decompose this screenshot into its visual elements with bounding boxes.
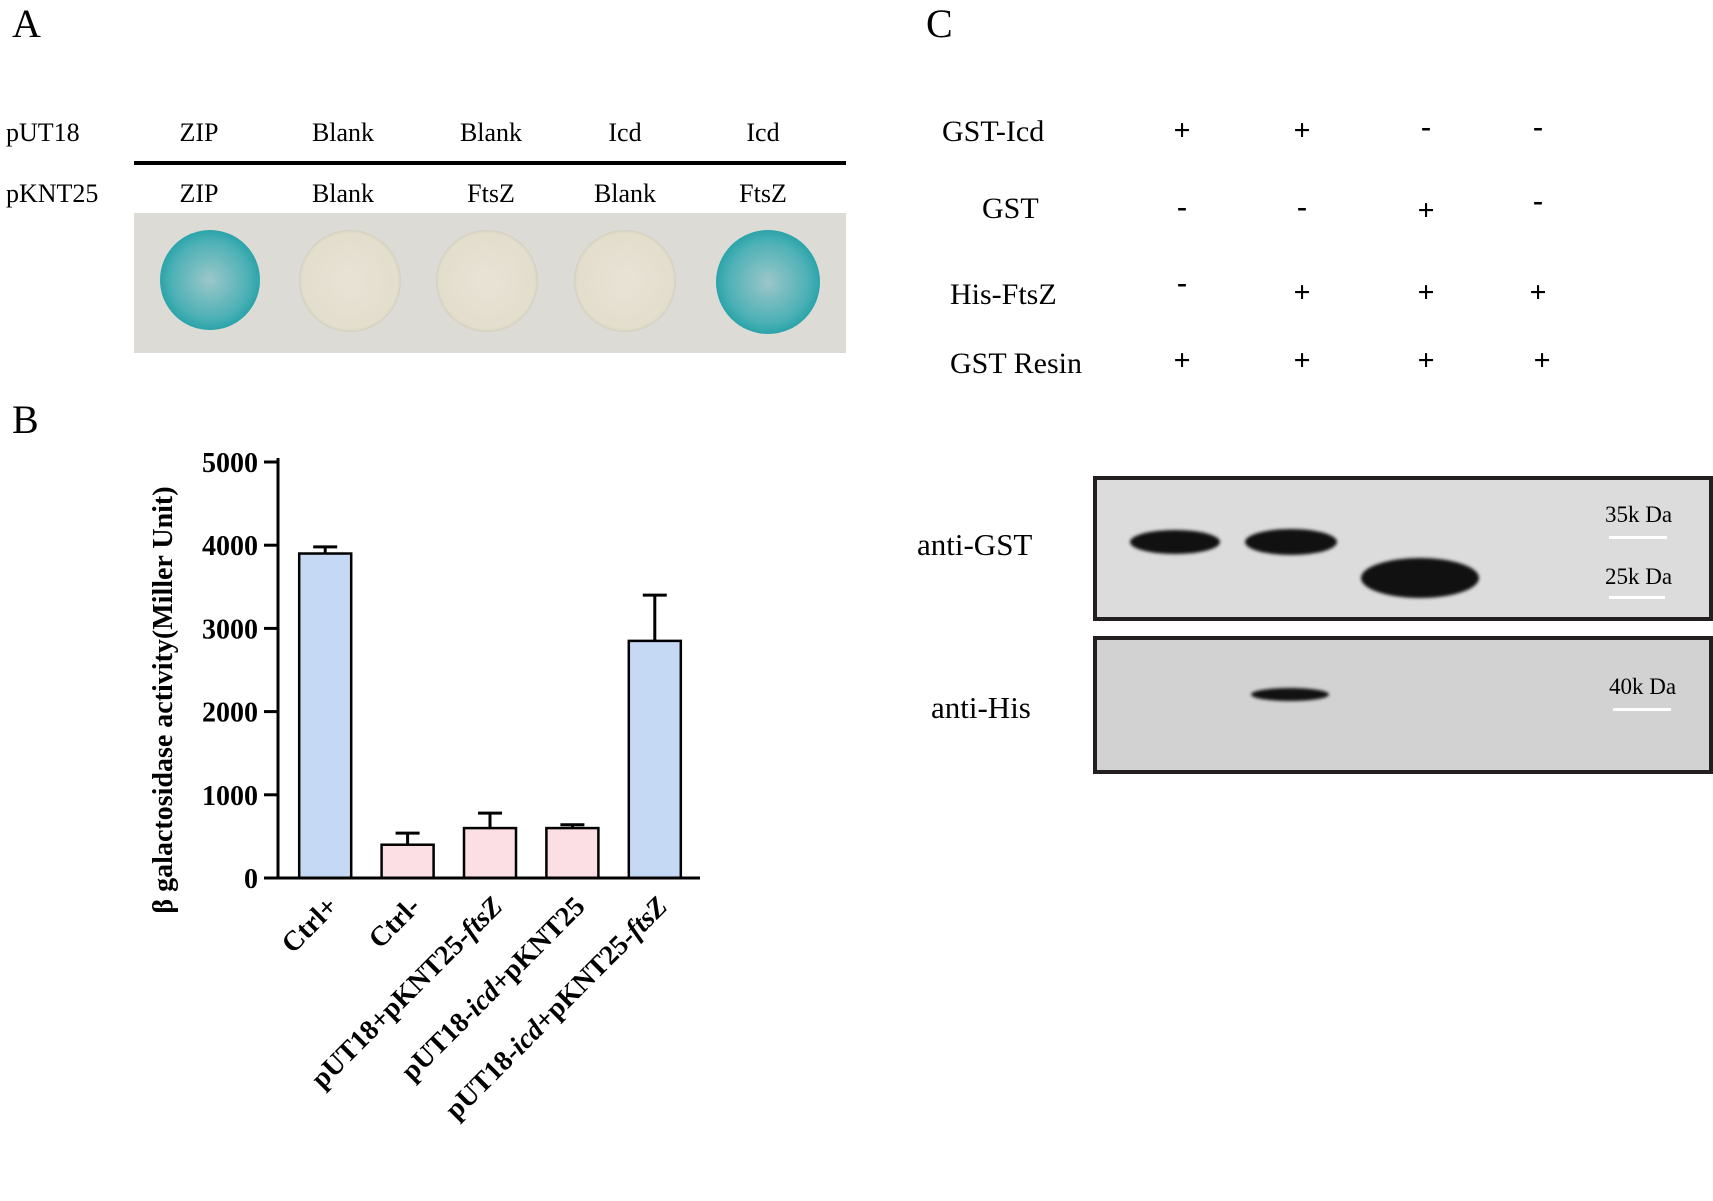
pd-sign-r3-c3: +: [1417, 276, 1435, 309]
y-tick-label-0: 0: [244, 864, 258, 895]
marker-40-line: [1613, 708, 1671, 711]
pd-sign-r4-c3: +: [1417, 344, 1435, 377]
antibody-label-his: anti-His: [931, 690, 1031, 725]
y-tick-label-1000: 1000: [202, 781, 258, 812]
pd-sign-r3-c1: -: [1177, 266, 1187, 299]
western-blot-anti-gst: 35k Da 25k Da: [1093, 476, 1713, 621]
x-tick-label-2: Ctrl-: [363, 891, 427, 955]
put18-col-2: Blank: [311, 118, 375, 147]
colony-spot-4: [574, 230, 676, 332]
pd-row-label-gst-resin: GST Resin: [950, 347, 1082, 380]
marker-35-label: 35k Da: [1605, 502, 1673, 527]
y-tick-label-4000: 4000: [202, 531, 258, 562]
x-tick-label-1: Ctrl+: [276, 891, 344, 959]
pd-sign-r4-c1: +: [1173, 344, 1191, 377]
pknt25-col-2: Blank: [311, 179, 375, 208]
panel-c-letter: C: [926, 1, 953, 46]
put18-col-4: Icd: [608, 118, 642, 147]
colony-spot-1: [160, 230, 260, 330]
pd-sign-r4-c4: +: [1533, 344, 1551, 377]
beta-gal-bar-chart: Ctrl+ Ctrl-pUT18+pKNT25-ftsZpUT18-icd+pKN…: [148, 448, 700, 1126]
pd-row-label-gst-icd: GST-Icd: [942, 115, 1045, 148]
western-blot-anti-his: 40k Da: [1093, 636, 1713, 774]
colony-spot-3: [436, 230, 538, 332]
pknt25-col-3: FtsZ: [467, 179, 515, 208]
panel-b-letter: B: [12, 397, 39, 442]
bar-2: [380, 843, 435, 880]
pd-sign-r2-c4: -: [1533, 184, 1543, 217]
pd-sign-r3-c4: +: [1529, 276, 1547, 309]
pd-row-label-his-ftsz: His-FtsZ: [950, 278, 1057, 311]
divider-line: [134, 161, 846, 165]
band-his-lane2: [1251, 688, 1329, 701]
pknt25-col-1: ZIP: [179, 179, 219, 208]
put18-col-1: ZIP: [179, 118, 219, 147]
pd-sign-r2-c1: -: [1177, 190, 1187, 223]
pd-sign-r1-c1: +: [1173, 114, 1191, 147]
bar-4: [545, 826, 600, 880]
pknt25-col-5: FtsZ: [739, 179, 787, 208]
bar-3: [462, 826, 518, 880]
pd-sign-r2-c2: -: [1297, 190, 1307, 223]
pd-sign-r3-c2: +: [1293, 276, 1311, 309]
pd-sign-r4-c2: +: [1293, 344, 1311, 377]
y-tick-label-3000: 3000: [202, 614, 258, 645]
bar-5: [627, 639, 683, 880]
y-tick-label-5000: 5000: [202, 448, 258, 479]
pd-sign-r1-c4: -: [1533, 110, 1543, 143]
band-gst-lane1: [1130, 530, 1220, 554]
antibody-label-gst: anti-GST: [917, 527, 1033, 562]
bar-1: [297, 552, 353, 880]
y-tick-label-2000: 2000: [202, 698, 258, 729]
pd-sign-r1-c2: +: [1293, 114, 1311, 147]
agar-plate: [134, 213, 846, 353]
marker-40-label: 40k Da: [1609, 674, 1677, 699]
colony-spot-5: [716, 230, 820, 334]
panel-a-letter: A: [12, 1, 41, 46]
y-axis-title: β galactosidase activity(Miller Unit): [148, 486, 179, 913]
put18-col-5: Icd: [746, 118, 780, 147]
row-label-put18: pUT18: [6, 118, 80, 147]
marker-25-label: 25k Da: [1605, 564, 1673, 589]
marker-35-line: [1609, 536, 1667, 539]
band-gst-lane2: [1245, 529, 1337, 555]
band-gst-lane3: [1361, 558, 1479, 598]
pknt25-col-4: Blank: [593, 179, 657, 208]
pd-sign-r1-c3: -: [1421, 110, 1431, 143]
marker-25-line: [1609, 596, 1665, 599]
row-label-pknt25: pKNT25: [6, 179, 99, 208]
colony-spot-2: [299, 230, 401, 332]
pd-sign-r2-c3: +: [1417, 194, 1435, 227]
put18-col-3: Blank: [459, 118, 523, 147]
pd-row-label-gst: GST: [982, 192, 1039, 225]
